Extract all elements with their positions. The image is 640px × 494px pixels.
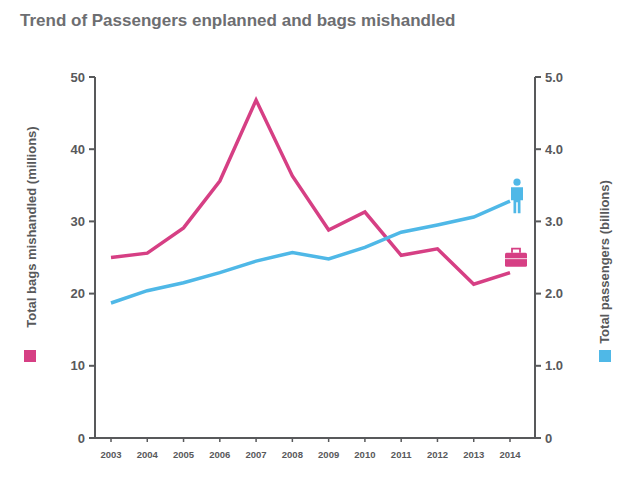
x-tick — [219, 438, 221, 442]
x-tick — [110, 438, 112, 442]
y2-tick — [535, 220, 541, 222]
x-tick-label: 2003 — [100, 449, 121, 460]
x-axis-line — [95, 437, 535, 439]
y2-axis-color-key — [599, 350, 611, 362]
y2-tick-label: 3.0 — [545, 214, 563, 229]
x-tick-label: 2011 — [391, 449, 412, 460]
x-tick — [437, 438, 439, 442]
x-tick — [292, 438, 294, 442]
x-tick-label: 2004 — [137, 449, 159, 460]
x-tick-label: 2005 — [173, 449, 195, 460]
y-axis-color-key — [24, 350, 36, 362]
y2-tick-label: 2.0 — [545, 286, 563, 301]
y2-axis-line — [534, 77, 536, 438]
suitcase-icon-handle — [512, 249, 520, 253]
y-axis-title: Total bags mishandled (millions) — [24, 126, 39, 327]
y2-tick — [535, 293, 541, 295]
x-tick-label: 2006 — [209, 449, 230, 460]
y-tick-label: 20 — [71, 286, 85, 301]
y2-tick-label: 1.0 — [545, 358, 563, 373]
y2-tick-label: 5.0 — [545, 70, 563, 85]
x-tick — [400, 438, 402, 442]
y2-axis-title: Total passengers (billions) — [597, 180, 612, 344]
y2-tick — [535, 365, 541, 367]
y-tick — [89, 76, 95, 78]
y-tick — [89, 220, 95, 222]
x-tick-label: 2013 — [463, 449, 484, 460]
x-tick-label: 2010 — [354, 449, 375, 460]
x-tick-label: 2012 — [427, 449, 448, 460]
suitcase-icon-body — [505, 253, 527, 267]
x-tick-label: 2009 — [318, 449, 339, 460]
y2-tick — [535, 76, 541, 78]
y2-tick — [535, 148, 541, 150]
title: Trend of Passengers enplanned and bags m… — [20, 11, 456, 30]
y-tick — [89, 293, 95, 295]
y-axis-line — [94, 77, 96, 438]
person-icon — [511, 179, 523, 214]
y-tick — [89, 365, 95, 367]
x-tick — [255, 438, 257, 442]
y-tick — [89, 148, 95, 150]
y2-tick-label: 0 — [545, 431, 552, 446]
x-tick-label: 2008 — [282, 449, 303, 460]
y2-tick-label: 4.0 — [545, 142, 563, 157]
chart: Trend of Passengers enplanned and bags m… — [0, 0, 640, 494]
plot-area — [111, 100, 510, 303]
x-tick — [473, 438, 475, 442]
y-tick-label: 0 — [78, 431, 85, 446]
person-icon-head — [513, 179, 520, 186]
person-icon-body — [511, 187, 523, 213]
x-tick — [328, 438, 330, 442]
y-tick-label: 30 — [71, 214, 85, 229]
y-tick-label: 10 — [71, 358, 85, 373]
x-tick — [509, 438, 511, 442]
x-tick — [183, 438, 185, 442]
x-tick-label: 2014 — [499, 449, 521, 460]
x-tick — [147, 438, 149, 442]
suitcase-icon — [505, 249, 527, 267]
suitcase-icon-strap — [505, 258, 527, 259]
x-tick-label: 2007 — [246, 449, 267, 460]
y-tick-label: 50 — [71, 70, 85, 85]
y2-tick — [535, 437, 541, 439]
y-tick-label: 40 — [71, 142, 85, 157]
y-tick — [89, 437, 95, 439]
series-line — [111, 201, 510, 303]
x-tick — [364, 438, 366, 442]
